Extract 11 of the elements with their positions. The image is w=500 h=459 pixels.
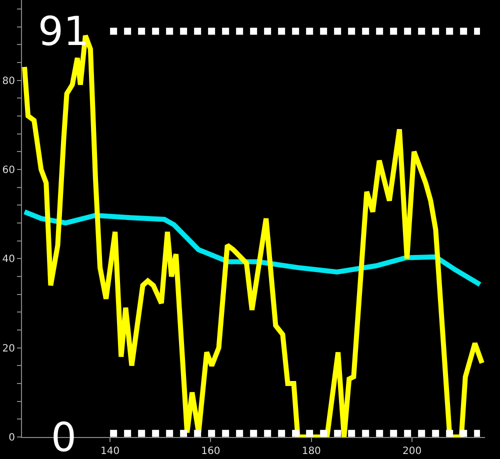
y-tick-label: 80	[2, 76, 15, 87]
annotation: 91	[38, 9, 89, 55]
y-tick-label: 40	[2, 254, 15, 266]
y-tick-label: 60	[2, 164, 15, 176]
annotation: 0	[51, 415, 76, 459]
y-tick-label: 20	[2, 343, 15, 354]
y-tick-label: 0	[8, 432, 15, 444]
x-tick-label: 140	[100, 446, 120, 457]
x-tick-label: 200	[402, 446, 422, 457]
x-tick-label: 180	[302, 446, 321, 457]
x-tick-label: 160	[201, 446, 220, 457]
